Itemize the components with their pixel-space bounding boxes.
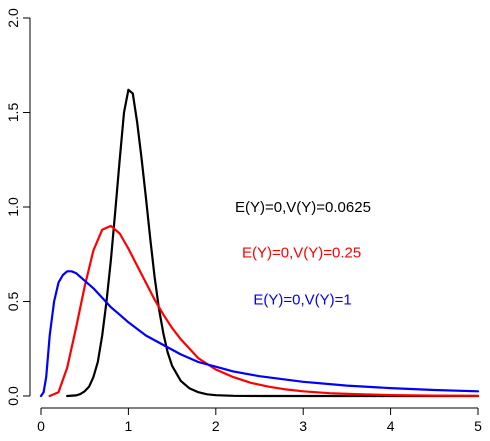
annotation-1: E(Y)=0,V(Y)=0.0625: [235, 199, 371, 216]
series-line-2: [48, 224, 480, 398]
y-tick-label: 0.5: [5, 292, 21, 312]
x-tick-label: 2: [212, 418, 220, 434]
x-tick-label: 3: [299, 418, 307, 434]
x-tick-label: 5: [474, 418, 482, 434]
series-line-3: [39, 270, 480, 398]
y-tick-label: 1.5: [5, 103, 21, 123]
series-layer: [39, 88, 480, 398]
y-tick-label: 2.0: [5, 8, 21, 28]
x-tick-label: 4: [387, 418, 395, 434]
series-line-1: [66, 88, 480, 398]
y-tick-label: 1.0: [5, 197, 21, 217]
annotation-2: E(Y)=0,V(Y)=0.25: [242, 244, 361, 261]
y-tick-label: 0.0: [5, 386, 21, 406]
annotation-3: E(Y)=0,V(Y)=1: [253, 292, 351, 309]
annotation-layer: E(Y)=0,V(Y)=0.0625 E(Y)=0,V(Y)=0.25 E(Y)=0…: [235, 199, 371, 309]
x-tick-label: 1: [125, 418, 133, 434]
axes: 0 1 2 3 4 5 0.0 0.5 1.0 1.5 2.0: [5, 8, 482, 434]
x-tick-label: 0: [37, 418, 45, 434]
